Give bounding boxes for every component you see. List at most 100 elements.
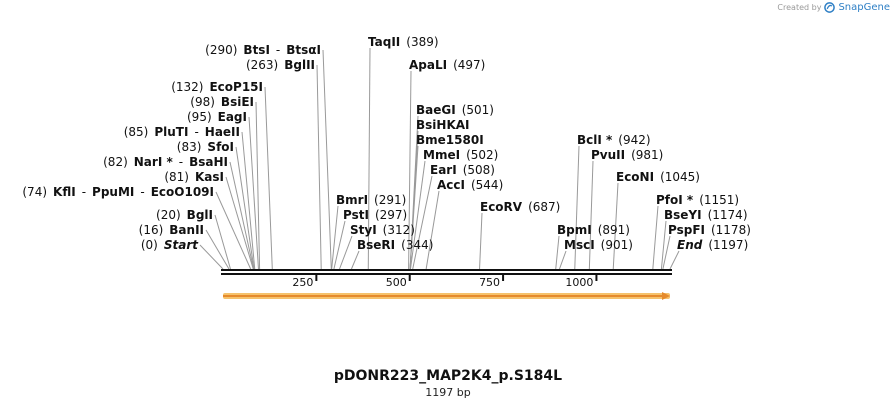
enzyme-name: TaqII [368,35,400,49]
site-label[interactable]: ApaLI (497) [409,58,485,72]
site-position: (291) [374,193,406,207]
site-position: (1174) [708,208,748,222]
enzyme-name: EcoRV [480,200,523,214]
site-position: (501) [462,103,494,117]
site-position: (81) [164,170,189,184]
site-leader [241,131,256,270]
ruler-tick-label: 250 [292,276,313,289]
site-position: (901) [601,238,633,252]
site-position: (98) [190,95,215,109]
feature-track [223,292,670,300]
site-leader [333,220,346,270]
site-leader [652,205,659,270]
site-leader [408,70,412,270]
site-label[interactable]: PfoI * (1151) [656,193,739,207]
site-position: (263) [246,58,278,72]
site-label[interactable]: (20) BglI [156,208,213,222]
site-label[interactable]: (81) KasI [164,170,224,184]
site-position: (312) [383,223,415,237]
site-leader [412,175,433,270]
site-label[interactable]: EcoNI (1045) [616,170,700,184]
site-label[interactable]: EarI (508) [430,163,495,177]
enzyme-name: BsaHI [189,155,228,169]
site-position: - [194,125,198,139]
site-leader [255,101,261,270]
site-label[interactable]: BsiHKAI [416,118,470,132]
site-label[interactable]: BpmI (891) [557,223,630,237]
enzyme-name: BseYI [664,208,702,222]
ruler-ticks: 250 500 750 1000 [292,274,598,289]
site-label[interactable]: BseRI (344) [357,238,433,252]
site-leader [662,235,671,270]
site-leader [225,176,254,270]
site-label[interactable]: (290) BtsI - BtsαI [205,43,321,57]
site-leader [322,49,332,270]
site-label[interactable]: (74) KflI - PpuMI - EcoO109I [22,185,214,199]
site-label[interactable]: BclI * (942) [577,133,651,147]
site-position: (942) [618,133,650,147]
site-label[interactable]: PstI (297) [343,208,407,222]
snapgene-watermark: Created by SnapGene [777,2,890,13]
site-label[interactable]: MmeI (502) [423,148,498,162]
site-leader [331,205,339,270]
site-position: (502) [466,148,498,162]
site-position: (16) [139,223,164,237]
enzyme-name: BaeGI [416,103,456,117]
site-labels: (0) Start(16) BanII(20) BglI (74) KflI - PpuMI -… [22,35,751,252]
site-label[interactable]: (0) Start [141,238,199,252]
site-label[interactable]: (82) NarI * - BsaHI [103,155,228,169]
site-leader [229,161,255,270]
site-position: (83) [177,140,202,154]
site-position: (891) [598,223,630,237]
site-label[interactable]: BseYI (1174) [664,208,748,222]
site-leader [264,86,273,270]
site-label[interactable]: PvuII (981) [591,148,663,162]
site-position: (1178) [711,223,751,237]
enzyme-name: EcoNI [616,170,654,184]
site-label[interactable]: (16) BanII [139,223,204,237]
ruler-tick-label: 1000 [565,276,593,289]
site-label[interactable]: Bme1580I [416,133,484,147]
site-leader [199,244,224,270]
site-label[interactable]: (132) EcoP15I [171,80,263,94]
enzyme-name: BsiEI [221,95,254,109]
site-label[interactable]: TaqII (389) [368,35,439,49]
watermark-prefix: Created by [777,3,822,12]
site-label[interactable]: End (1197) [677,238,748,252]
site-leader [558,250,567,270]
site-leader [350,250,360,270]
site-label[interactable]: (263) BglII [246,58,315,72]
site-label[interactable]: PspFI (1178) [668,223,751,237]
enzyme-name: MscI [564,238,595,252]
site-position: - [82,185,86,199]
site-label[interactable]: BaeGI (501) [416,103,494,117]
enzyme-name: BglII [284,58,315,72]
site-label[interactable]: BmrI (291) [336,193,406,207]
site-label[interactable]: (95) EagI [187,110,247,124]
site-leader [669,250,680,270]
site-leader [588,160,594,270]
site-label[interactable]: StyI (312) [350,223,415,237]
site-leader [214,214,231,270]
site-label[interactable]: MscI (901) [564,238,633,252]
site-label[interactable]: (98) BsiEI [190,95,254,109]
site-leader [409,145,419,270]
site-leader [367,47,371,270]
enzyme-name: NarI * [134,155,174,169]
site-position: (74) [22,185,47,199]
enzyme-name: BtsαI [286,43,321,57]
enzyme-name: ApaLI [409,58,447,72]
site-label[interactable]: EcoRV (687) [480,200,560,214]
site-leader [316,64,322,270]
watermark-brand: SnapGene [838,2,890,13]
site-position: (85) [124,125,149,139]
snapgene-logo-icon [824,2,836,13]
site-position: (82) [103,155,128,169]
site-label[interactable]: (85) PluTI - HaeII [124,125,240,139]
sequence-backbone [221,269,672,275]
site-position: (132) [171,80,203,94]
site-label[interactable]: AccI (544) [437,178,503,192]
site-position: (297) [375,208,407,222]
site-label[interactable]: (83) SfoI [177,140,234,154]
